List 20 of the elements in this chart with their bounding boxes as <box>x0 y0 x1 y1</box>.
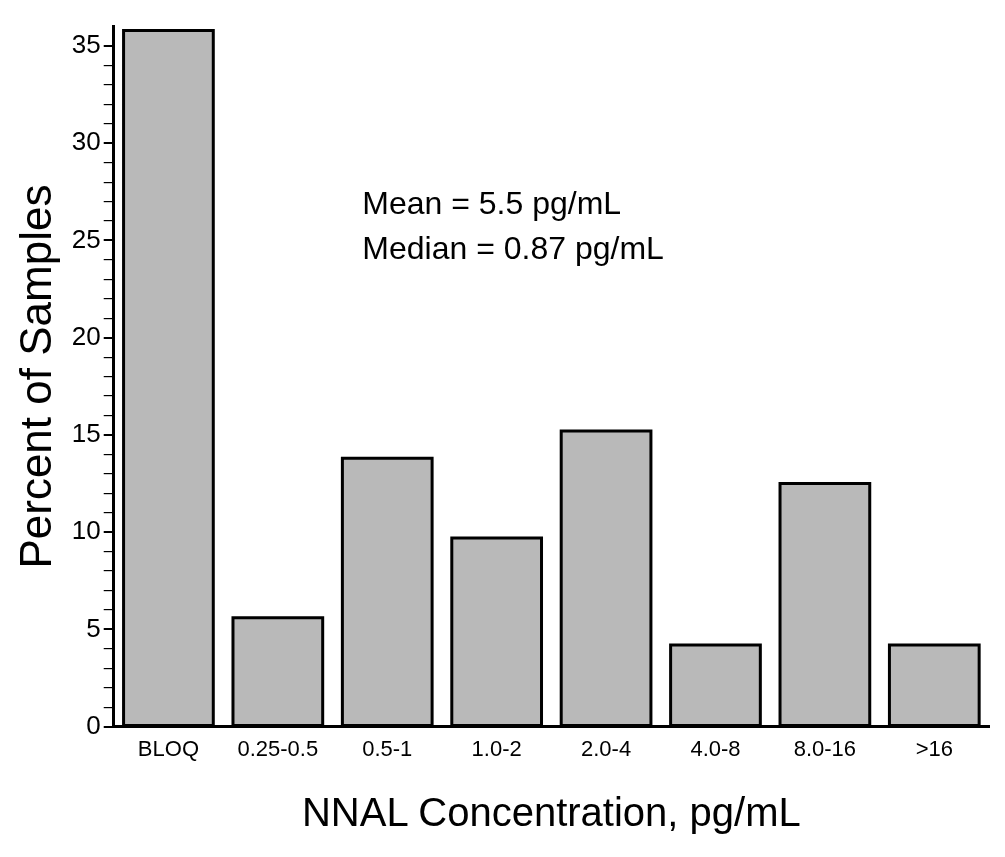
x-tick-label: 0.5-1 <box>362 735 413 761</box>
x-tick-label: 0.25-0.5 <box>237 735 319 761</box>
y-tick-label: 30 <box>71 126 101 157</box>
y-tick-label: 20 <box>71 320 101 351</box>
x-tick-label: 1.0-2 <box>471 735 522 761</box>
x-tick-label: 4.0-8 <box>690 735 741 761</box>
annotation: Mean = 5.5 pg/mL <box>362 184 622 221</box>
y-tick-label: 25 <box>71 223 101 254</box>
x-tick-label: BLOQ <box>137 735 199 761</box>
x-axis-title: NNAL Concentration, pg/mL <box>301 790 801 835</box>
annotation: Median = 0.87 pg/mL <box>362 229 664 266</box>
y-tick-label: 5 <box>86 612 101 643</box>
x-tick-label: >16 <box>915 735 953 761</box>
y-tick-label: 0 <box>86 709 101 740</box>
y-tick-label: 15 <box>71 418 101 449</box>
x-tick-label: 2.0-4 <box>580 735 632 761</box>
y-tick-label: 35 <box>71 29 101 60</box>
y-tick-label: 10 <box>71 515 101 546</box>
y-axis-title: Percent of Samples <box>10 184 60 569</box>
x-tick-label: 8.0-16 <box>793 735 857 761</box>
